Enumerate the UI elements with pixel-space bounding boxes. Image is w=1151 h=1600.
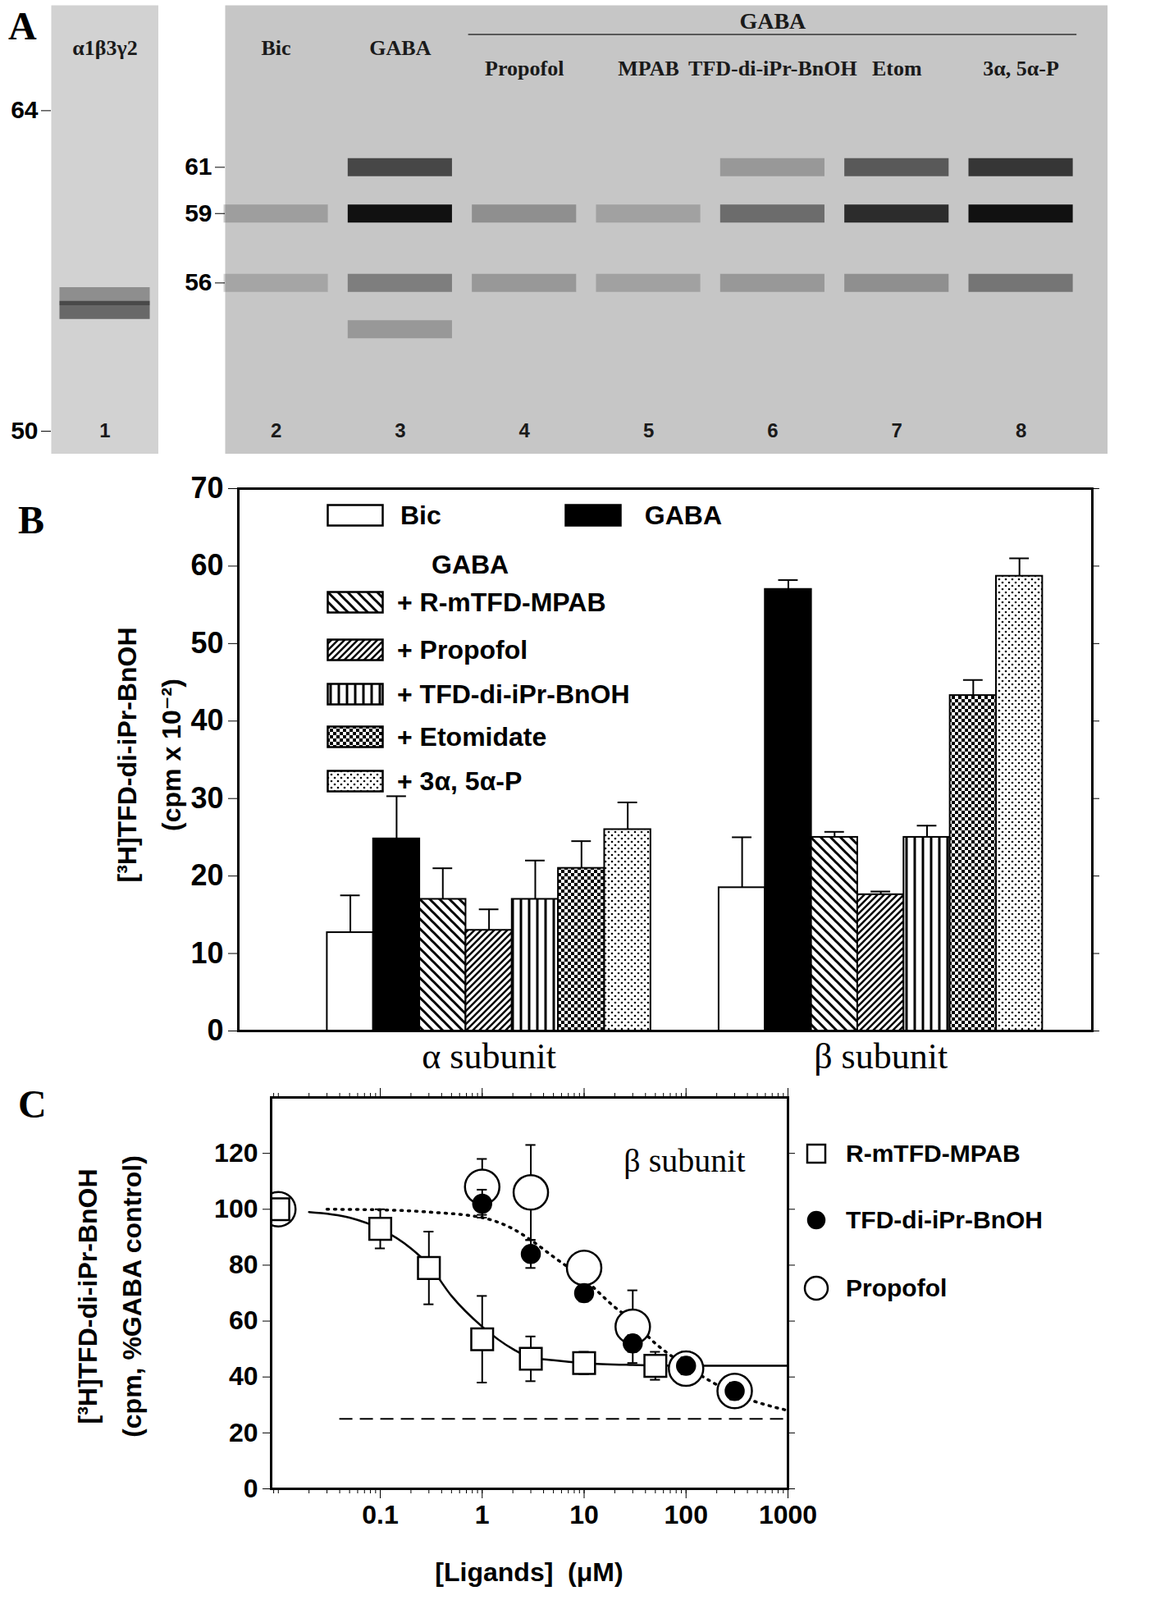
svg-text:Bic: Bic: [260, 36, 291, 60]
svg-text:50: 50: [190, 625, 224, 660]
svg-text:Etom: Etom: [872, 56, 923, 81]
svg-text:100: 100: [664, 1499, 708, 1530]
html-text:Bic: Bic: [400, 500, 442, 530]
svg-text:β subunit: β subunit: [623, 1141, 745, 1179]
svg-text:64: 64: [10, 95, 39, 124]
svg-text:50: 50: [10, 416, 38, 444]
svg-text:7: 7: [891, 419, 903, 442]
html-text:+ 3α, 5α-P: + 3α, 5α-P: [397, 765, 523, 796]
html-text:GABA: GABA: [431, 549, 509, 579]
svg-text:60: 60: [190, 548, 224, 582]
html-text:GABA: GABA: [644, 500, 722, 530]
svg-text:60: 60: [228, 1305, 259, 1335]
html-text:+ TFD-di-iPr-BnOH: + TFD-di-iPr-BnOH: [397, 678, 630, 709]
html-text:(cpm, %GABA control): (cpm, %GABA control): [117, 1155, 147, 1438]
svg-text:1: 1: [99, 419, 110, 442]
svg-text:β subunit: β subunit: [813, 1036, 948, 1077]
svg-text:MPAB: MPAB: [617, 56, 680, 81]
svg-text:5: 5: [643, 419, 654, 442]
svg-text:20: 20: [228, 1417, 259, 1448]
svg-text:59: 59: [184, 199, 212, 227]
svg-text:0.1: 0.1: [361, 1499, 398, 1530]
html-text:B: B: [18, 497, 45, 542]
svg-text:61: 61: [184, 152, 212, 180]
html-text:A: A: [8, 4, 37, 48]
svg-text:1000: 1000: [758, 1499, 818, 1530]
svg-text:TFD-di-iPr-BnOH: TFD-di-iPr-BnOH: [688, 56, 858, 81]
svg-text:120: 120: [214, 1137, 258, 1168]
svg-text:10: 10: [190, 936, 224, 970]
svg-text:6: 6: [767, 419, 778, 442]
svg-text:0: 0: [206, 1013, 224, 1047]
html-text:TFD-di-iPr-BnOH: TFD-di-iPr-BnOH: [845, 1205, 1043, 1234]
html-text:R-mTFD-MPAB: R-mTFD-MPAB: [845, 1139, 1021, 1167]
html-text:+ R-mTFD-MPAB: + R-mTFD-MPAB: [397, 586, 606, 617]
html-text:[³H]TFD-di-iPr-BnOH: [³H]TFD-di-iPr-BnOH: [73, 1168, 103, 1424]
svg-text:30: 30: [190, 781, 224, 815]
svg-text:2: 2: [270, 419, 282, 442]
html-text:(cpm x 10⁻²): (cpm x 10⁻²): [156, 678, 187, 831]
svg-text:3α, 5α-P: 3α, 5α-P: [982, 56, 1060, 81]
svg-text:70: 70: [190, 470, 224, 505]
svg-text:10: 10: [569, 1499, 599, 1530]
html-text:+ Etomidate: + Etomidate: [397, 721, 547, 752]
svg-text:Propofol: Propofol: [484, 56, 564, 81]
svg-text:56: 56: [184, 268, 212, 296]
svg-text:40: 40: [190, 703, 224, 737]
svg-text:1: 1: [475, 1499, 490, 1530]
svg-text:α1β3γ2: α1β3γ2: [72, 36, 138, 60]
svg-text:100: 100: [214, 1193, 258, 1224]
html-text:C: C: [18, 1082, 47, 1126]
svg-text:3: 3: [394, 419, 406, 442]
svg-text:8: 8: [1015, 419, 1027, 442]
svg-text:GABA: GABA: [739, 8, 807, 34]
svg-text:4: 4: [519, 419, 531, 442]
html-text:[Ligands] (μM): [Ligands] (μM): [435, 1556, 624, 1587]
html-text:Propofol: Propofol: [845, 1274, 947, 1302]
html-text:[³H]TFD-di-iPr-BnOH: [³H]TFD-di-iPr-BnOH: [112, 627, 142, 883]
svg-text:40: 40: [228, 1361, 259, 1391]
svg-text:α subunit: α subunit: [421, 1036, 557, 1077]
svg-text:0: 0: [243, 1473, 259, 1503]
svg-text:20: 20: [190, 858, 224, 892]
svg-text:GABA: GABA: [369, 36, 431, 60]
html-text:+ Propofol: + Propofol: [397, 634, 528, 665]
svg-text:80: 80: [228, 1249, 259, 1279]
